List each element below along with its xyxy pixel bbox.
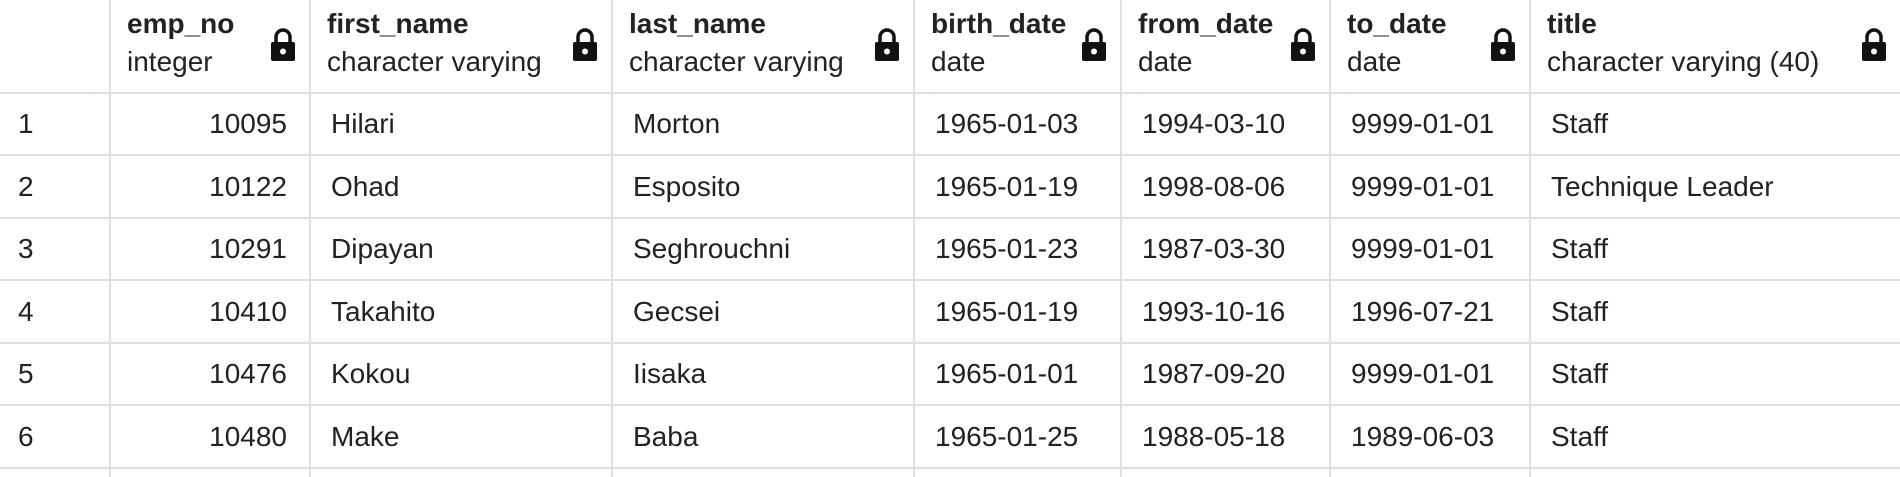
table-row-partial: [0, 467, 1900, 477]
cell-from-date: [1121, 467, 1331, 477]
cell-to-date[interactable]: 9999-01-01: [1330, 342, 1531, 407]
cell-last-name[interactable]: Seghrouchni: [612, 217, 915, 282]
cell-title[interactable]: Staff: [1530, 217, 1900, 282]
column-header-birth-date[interactable]: birth_date date: [914, 0, 1122, 94]
column-header-to-date[interactable]: to_date date: [1330, 0, 1531, 94]
cell-birth-date: [914, 467, 1122, 477]
column-header-from-date[interactable]: from_date date: [1121, 0, 1331, 94]
table-row[interactable]: 5 10476 Kokou Iisaka 1965-01-01 1987-09-…: [0, 342, 1900, 407]
row-number[interactable]: 5: [0, 342, 111, 407]
table-row[interactable]: 4 10410 Takahito Gecsei 1965-01-19 1993-…: [0, 280, 1900, 344]
column-name: title: [1547, 8, 1597, 39]
table-row[interactable]: 3 10291 Dipayan Seghrouchni 1965-01-23 1…: [0, 217, 1900, 282]
cell-first-name[interactable]: Make: [310, 405, 613, 469]
row-number: [0, 467, 111, 477]
cell-title[interactable]: Staff: [1530, 280, 1900, 344]
row-number[interactable]: 3: [0, 217, 111, 282]
column-name: birth_date: [931, 8, 1067, 39]
row-number-header[interactable]: [0, 0, 111, 94]
row-number[interactable]: 2: [0, 155, 111, 219]
column-name: to_date: [1347, 8, 1447, 39]
cell-from-date[interactable]: 1987-09-20: [1121, 342, 1331, 407]
lock-icon: [573, 28, 597, 61]
table-row[interactable]: 1 10095 Hilari Morton 1965-01-03 1994-03…: [0, 93, 1900, 157]
column-header-title[interactable]: title character varying (40): [1530, 0, 1900, 94]
cell-to-date[interactable]: 1989-06-03: [1330, 405, 1531, 469]
cell-title[interactable]: Staff: [1530, 405, 1900, 469]
cell-birth-date[interactable]: 1965-01-01: [914, 342, 1122, 407]
cell-last-name[interactable]: Esposito: [612, 155, 915, 219]
cell-emp-no: [110, 467, 311, 477]
cell-birth-date[interactable]: 1965-01-23: [914, 217, 1122, 282]
cell-from-date[interactable]: 1998-08-06: [1121, 155, 1331, 219]
cell-last-name[interactable]: Gecsei: [612, 280, 915, 344]
cell-first-name[interactable]: Dipayan: [310, 217, 613, 282]
cell-birth-date[interactable]: 1965-01-19: [914, 155, 1122, 219]
cell-title[interactable]: Technique Leader: [1530, 155, 1900, 219]
cell-from-date[interactable]: 1993-10-16: [1121, 280, 1331, 344]
lock-icon: [1291, 28, 1315, 61]
row-number[interactable]: 4: [0, 280, 111, 344]
column-type: date: [1347, 46, 1402, 77]
cell-emp-no[interactable]: 10476: [110, 342, 311, 407]
cell-last-name[interactable]: Baba: [612, 405, 915, 469]
table-row[interactable]: 2 10122 Ohad Esposito 1965-01-19 1998-08…: [0, 155, 1900, 219]
column-type: date: [931, 46, 986, 77]
column-header-last-name[interactable]: last_name character varying: [612, 0, 915, 94]
cell-to-date[interactable]: 9999-01-01: [1330, 155, 1531, 219]
cell-birth-date[interactable]: 1965-01-25: [914, 405, 1122, 469]
cell-birth-date[interactable]: 1965-01-19: [914, 280, 1122, 344]
cell-emp-no[interactable]: 10291: [110, 217, 311, 282]
column-header-emp-no[interactable]: emp_no integer: [110, 0, 311, 94]
cell-from-date[interactable]: 1988-05-18: [1121, 405, 1331, 469]
cell-to-date[interactable]: 9999-01-01: [1330, 93, 1531, 157]
cell-last-name: [612, 467, 915, 477]
cell-from-date[interactable]: 1987-03-30: [1121, 217, 1331, 282]
table-row[interactable]: 6 10480 Make Baba 1965-01-25 1988-05-18 …: [0, 405, 1900, 469]
column-name: emp_no: [127, 8, 235, 39]
lock-icon: [271, 28, 295, 61]
cell-title: [1530, 468, 1900, 477]
cell-to-date: [1330, 467, 1531, 477]
cell-first-name[interactable]: Hilari: [310, 93, 613, 157]
lock-icon: [1082, 28, 1106, 61]
cell-first-name[interactable]: Ohad: [310, 155, 613, 219]
cell-first-name: [310, 467, 613, 477]
column-name: last_name: [629, 8, 766, 39]
column-type: character varying: [629, 46, 844, 77]
cell-last-name[interactable]: Iisaka: [612, 342, 915, 407]
lock-icon: [1862, 28, 1886, 61]
cell-to-date[interactable]: 1996-07-21: [1330, 280, 1531, 344]
cell-first-name[interactable]: Kokou: [310, 342, 613, 407]
cell-last-name[interactable]: Morton: [612, 93, 915, 157]
column-header-first-name[interactable]: first_name character varying: [310, 0, 613, 94]
cell-to-date[interactable]: 9999-01-01: [1330, 217, 1531, 282]
header-row: emp_no integer first_name character vary…: [0, 0, 1900, 94]
row-number[interactable]: 1: [0, 93, 111, 157]
column-type: date: [1138, 46, 1193, 77]
cell-title[interactable]: Staff: [1530, 93, 1900, 157]
column-type: character varying (40): [1547, 46, 1820, 77]
cell-emp-no[interactable]: 10480: [110, 405, 311, 469]
column-type: integer: [127, 46, 213, 77]
cell-title[interactable]: Staff: [1530, 342, 1900, 407]
row-number[interactable]: 6: [0, 405, 111, 469]
cell-emp-no[interactable]: 10095: [110, 93, 311, 157]
cell-first-name[interactable]: Takahito: [310, 280, 613, 344]
cell-from-date[interactable]: 1994-03-10: [1121, 93, 1331, 157]
cell-emp-no[interactable]: 10410: [110, 280, 311, 344]
lock-icon: [1491, 28, 1515, 61]
lock-icon: [875, 28, 899, 61]
column-name: from_date: [1138, 8, 1274, 39]
cell-birth-date[interactable]: 1965-01-03: [914, 93, 1122, 157]
column-name: first_name: [327, 8, 469, 39]
cell-emp-no[interactable]: 10122: [110, 155, 311, 219]
column-type: character varying: [327, 46, 542, 77]
